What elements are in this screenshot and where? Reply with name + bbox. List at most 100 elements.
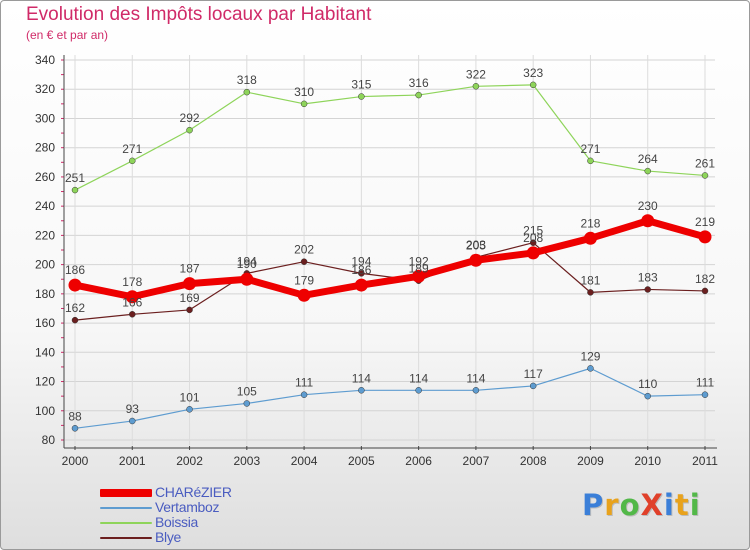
data-point-2	[644, 167, 651, 175]
data-label-3: 194	[237, 254, 257, 268]
data-label-2: 310	[294, 85, 314, 99]
data-label-1: 114	[466, 371, 485, 385]
data-point-0	[526, 246, 540, 260]
legend-label-vertamboz: Vertamboz	[155, 499, 220, 515]
logo-letter: t	[674, 488, 690, 522]
data-point-2	[129, 157, 136, 165]
y-tick-label: 100	[35, 404, 55, 418]
data-label-0: 178	[122, 275, 142, 289]
data-point-2	[186, 126, 193, 134]
legend-swatch-vertamboz	[100, 507, 152, 509]
data-point-3	[358, 270, 365, 277]
data-point-3	[129, 311, 136, 318]
y-tick-label: 340	[35, 53, 55, 67]
data-label-3: 182	[695, 272, 715, 286]
data-label-2: 264	[638, 152, 658, 166]
x-tick-label: 2001	[119, 454, 146, 468]
data-point-1	[129, 417, 136, 425]
legend-label-charezier: CHARéZIER	[155, 484, 232, 500]
data-point-2	[415, 91, 422, 99]
data-point-0	[469, 253, 483, 267]
data-point-1	[587, 365, 594, 372]
data-label-1: 93	[126, 402, 140, 416]
data-label-1: 110	[638, 377, 657, 391]
data-label-3: 194	[351, 254, 371, 268]
legend-swatch-blye	[100, 537, 152, 539]
y-tick-label: 140	[35, 345, 55, 359]
data-point-0	[183, 277, 197, 291]
data-point-0	[698, 230, 712, 244]
legend-swatch-charezier	[100, 489, 152, 497]
legend-item-blye: Blye	[100, 529, 320, 545]
logo-letter: P	[582, 488, 605, 522]
series-lines	[68, 81, 712, 432]
data-point-0	[125, 290, 139, 304]
grid-lines	[65, 55, 715, 445]
legend-item-boissia: Boissia	[100, 514, 320, 530]
logo-letter: r	[604, 488, 620, 522]
y-tick-label: 160	[35, 316, 55, 330]
data-label-2: 323	[523, 66, 543, 80]
data-point-0	[297, 288, 311, 302]
data-point-0	[641, 214, 655, 228]
data-point-1	[186, 406, 193, 413]
data-label-0: 186	[65, 263, 85, 277]
legend-item-charezier: CHARéZIER	[100, 484, 320, 500]
chart-subtitle: (en € et par an)	[26, 28, 109, 42]
data-labels: 251 271 292 318 310 315 316 322 323 271 264 261 88 93…	[65, 66, 715, 423]
data-label-1: 105	[237, 384, 257, 398]
x-tick-label: 2011	[692, 454, 718, 468]
data-point-1	[529, 382, 537, 390]
data-point-2	[587, 157, 594, 165]
data-label-0: 230	[638, 199, 658, 213]
chart-legend: CHARéZIER Vertamboz Boissia Blye	[100, 484, 320, 545]
y-tick-label: 120	[35, 375, 55, 389]
x-tick-label: 2006	[405, 454, 432, 468]
data-point-0	[412, 269, 426, 283]
data-label-1: 114	[352, 371, 371, 385]
data-point-3	[701, 287, 709, 295]
y-tick-label: 280	[35, 141, 55, 155]
y-tick-label: 320	[35, 82, 55, 96]
data-label-2: 251	[65, 171, 85, 185]
data-label-3: 205	[466, 238, 486, 252]
data-label-1: 101	[180, 390, 200, 404]
data-label-1: 117	[524, 367, 543, 381]
x-tick-label: 2004	[291, 454, 318, 468]
data-label-3: 189	[409, 262, 429, 276]
data-point-0	[583, 231, 597, 245]
y-tick-label: 240	[35, 199, 55, 213]
legend-item-vertamboz: Vertamboz	[100, 499, 320, 515]
data-label-1: 111	[295, 376, 314, 390]
data-label-1: 129	[580, 349, 600, 363]
series-line-0	[71, 217, 709, 301]
data-label-0: 218	[580, 216, 600, 230]
series-line-1	[74, 367, 706, 429]
data-label-3: 183	[638, 270, 658, 284]
data-point-0	[68, 278, 82, 292]
logo-letter: i	[689, 488, 701, 522]
data-label-3: 181	[580, 273, 600, 287]
data-point-3	[644, 286, 651, 293]
data-point-1	[472, 387, 480, 394]
y-tick-label: 260	[35, 170, 55, 184]
data-label-0: 203	[466, 238, 486, 252]
data-label-3: 215	[523, 224, 543, 238]
data-point-1	[415, 387, 422, 394]
data-point-1	[243, 400, 251, 407]
data-point-1	[358, 387, 365, 394]
y-tick-label: 180	[35, 287, 55, 301]
data-label-0: 190	[237, 257, 257, 271]
series-line-3	[74, 242, 706, 321]
data-label-0: 208	[523, 231, 543, 245]
data-point-2	[701, 172, 709, 179]
data-label-2: 322	[466, 67, 486, 81]
data-label-3: 169	[180, 291, 200, 305]
logo-letter: o	[619, 488, 641, 522]
data-point-2	[529, 81, 537, 89]
y-tick-label: 200	[35, 258, 55, 272]
logo-letter: i	[663, 488, 675, 522]
data-point-1	[644, 392, 651, 400]
data-point-0	[240, 272, 254, 286]
